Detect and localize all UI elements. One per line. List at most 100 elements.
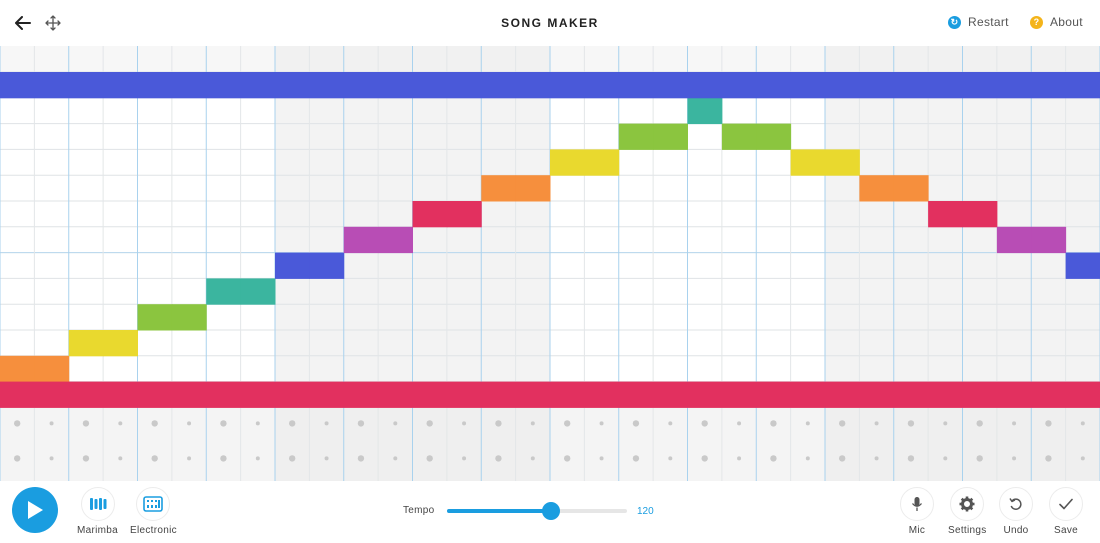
settings-button[interactable]: Settings [948, 487, 987, 536]
percussion-dot [187, 456, 192, 461]
page-title: SONG MAKER [501, 16, 599, 30]
percussion-dot [426, 455, 433, 462]
note-cell [584, 149, 620, 176]
percussion-dot [976, 420, 983, 427]
play-icon [28, 501, 43, 519]
instrument-marimba-button[interactable]: Marimba [77, 487, 118, 536]
tempo-slider[interactable] [447, 502, 627, 520]
percussion-dot [701, 420, 708, 427]
mic-icon [900, 487, 934, 521]
percussion-dot [530, 456, 535, 461]
restart-button[interactable]: ↻ Restart [948, 15, 1009, 29]
back-arrow-icon[interactable] [12, 12, 34, 34]
tool-label: Save [1054, 525, 1078, 536]
save-button[interactable]: Save [1049, 487, 1083, 536]
undo-button[interactable]: Undo [999, 487, 1033, 536]
percussion-dot [495, 455, 502, 462]
percussion-dot [13, 420, 21, 427]
percussion-dot [288, 455, 296, 462]
about-button[interactable]: ? About [1030, 15, 1083, 29]
note-cell [790, 149, 826, 176]
check-icon [1049, 487, 1083, 521]
percussion-dot [563, 455, 571, 462]
percussion-dot [49, 421, 54, 426]
percussion-dot [805, 421, 810, 426]
tempo-value: 120 [637, 506, 654, 517]
note-cell [103, 330, 138, 357]
percussion-dot [255, 421, 260, 426]
percussion-dot [82, 455, 90, 462]
percussion-dot [49, 456, 54, 461]
percussion-dot [668, 456, 673, 461]
percussion-dot [737, 421, 742, 426]
note-cell [0, 355, 35, 383]
note-grid-canvas[interactable] [0, 46, 1100, 481]
percussion-dot [1080, 421, 1085, 426]
instrument-electronic-button[interactable]: Electronic [130, 487, 177, 536]
percussion-dot [770, 420, 777, 427]
note-cell [206, 278, 242, 305]
sustained-note-row [0, 381, 1100, 408]
percussion-dot [426, 420, 433, 427]
note-cell [68, 330, 104, 357]
marimba-icon [80, 487, 115, 521]
percussion-dot [632, 455, 640, 462]
note-cell [859, 175, 895, 202]
note-cell [515, 175, 551, 202]
percussion-dot [118, 421, 123, 426]
note-cell [240, 278, 276, 305]
percussion-dot [632, 420, 640, 427]
percussion-dot [495, 420, 502, 427]
percussion-dot [599, 421, 604, 426]
restart-icon: ↻ [948, 15, 961, 29]
note-cell [893, 175, 929, 202]
note-cell [825, 149, 860, 176]
percussion-dot [151, 455, 158, 462]
mic-button[interactable]: Mic [900, 487, 934, 536]
percussion-dot [943, 456, 948, 461]
percussion-dot [907, 455, 915, 462]
note-cell [378, 226, 413, 254]
percussion-dot [82, 420, 90, 427]
percussion-dot [838, 420, 846, 427]
percussion-dot [805, 456, 810, 461]
note-cell [996, 226, 1032, 254]
song-grid[interactable] [0, 46, 1100, 481]
move-icon[interactable] [42, 12, 64, 34]
percussion-dot [357, 420, 365, 427]
percussion-dot [563, 420, 571, 427]
percussion-dot [187, 421, 192, 426]
gear-icon [950, 487, 985, 521]
tempo-slider-thumb[interactable] [542, 502, 561, 520]
percussion-dot [874, 421, 879, 426]
note-cell [446, 201, 482, 228]
percussion-dot [770, 455, 777, 462]
note-cell [309, 252, 345, 279]
percussion-dot [1012, 421, 1017, 426]
about-label: About [1050, 15, 1083, 29]
note-cell [1031, 226, 1067, 254]
percussion-dot [874, 456, 879, 461]
percussion-dot [118, 456, 123, 461]
top-bar: SONG MAKER ↻ Restart ? About [0, 0, 1100, 46]
restart-label: Restart [968, 15, 1009, 29]
note-cell [653, 123, 688, 150]
percussion-dot [1045, 455, 1052, 462]
note-cell [34, 355, 70, 383]
note-cell [928, 201, 963, 228]
play-button[interactable] [12, 487, 58, 533]
percussion-dot [1012, 456, 1017, 461]
percussion-dot [151, 420, 158, 427]
percussion-dot [462, 421, 467, 426]
help-icon: ? [1030, 15, 1043, 29]
tempo-slider-fill [447, 509, 552, 513]
percussion-dot [288, 420, 296, 427]
percussion-dot [701, 455, 708, 462]
note-cell [343, 226, 379, 254]
note-cell [1065, 252, 1100, 279]
sustained-note-row [0, 72, 1100, 99]
tool-label: Settings [948, 525, 987, 536]
note-cell [756, 123, 792, 150]
percussion-dot [462, 456, 467, 461]
instrument-label: Electronic [130, 525, 177, 536]
